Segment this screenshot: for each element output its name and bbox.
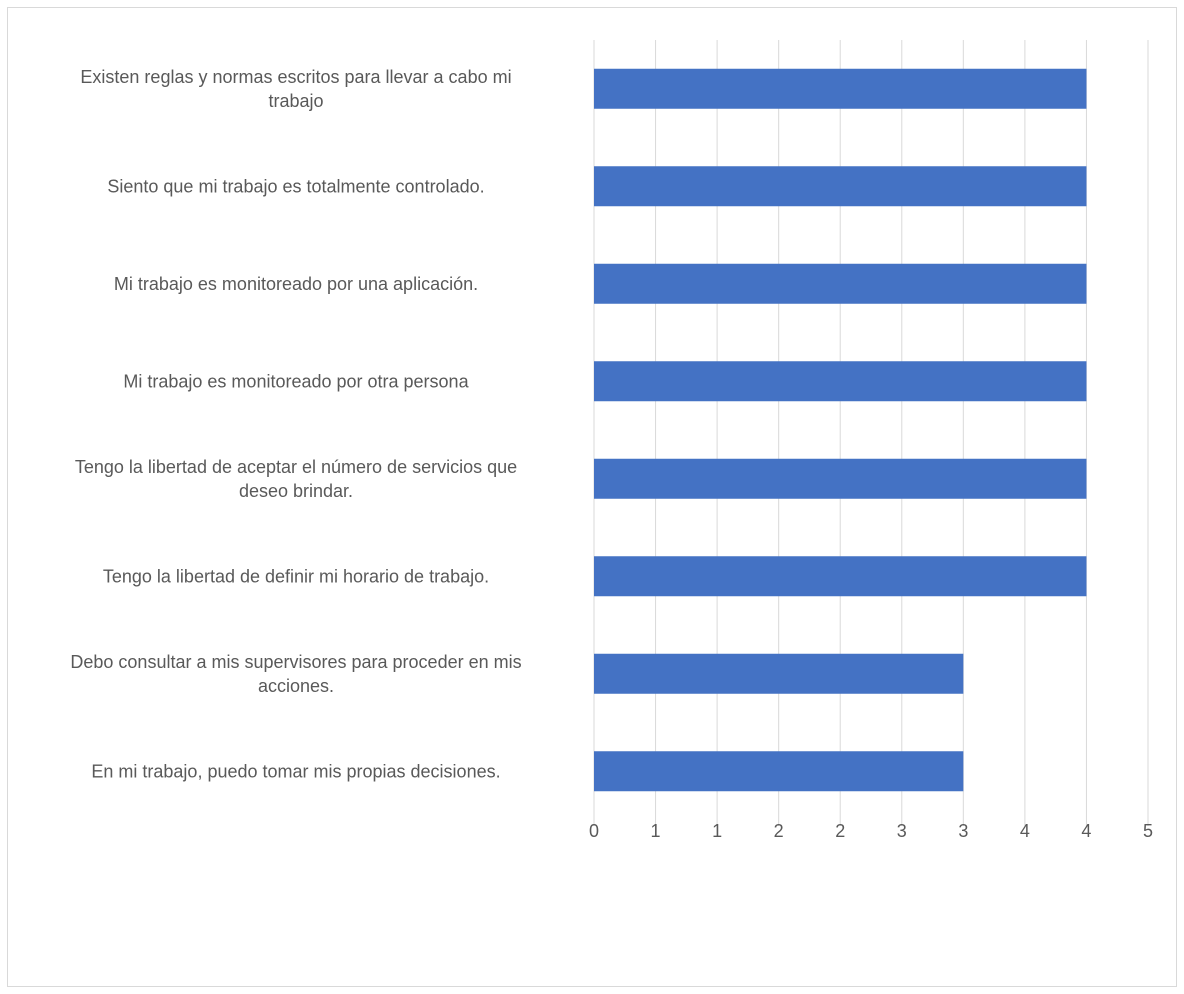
category-label-line: deseo brindar.	[239, 481, 353, 501]
category-label-line: acciones.	[258, 676, 334, 696]
bar	[594, 263, 1087, 304]
bar	[594, 166, 1087, 207]
bar	[594, 556, 1087, 597]
category-label: Mi trabajo es monitoreado por una aplica…	[114, 274, 478, 294]
bar	[594, 458, 1087, 499]
gridlines	[593, 40, 1149, 826]
x-tick-label: 2	[835, 821, 845, 841]
category-label: Tengo la libertad de aceptar el número d…	[75, 457, 517, 501]
category-label: Debo consultar a mis supervisores para p…	[70, 652, 521, 696]
bar	[594, 361, 1087, 402]
x-axis-tick-labels: 0 1 1 2 2 3 3 4 4 5	[589, 821, 1153, 841]
category-label: Tengo la libertad de definir mi horario …	[103, 566, 489, 586]
category-label-line: En mi trabajo, puedo tomar mis propias d…	[91, 761, 500, 781]
x-tick-label: 0	[589, 821, 599, 841]
category-labels: Existen reglas y normas escritos para ll…	[70, 67, 521, 782]
bar	[594, 751, 964, 792]
category-label-line: Existen reglas y normas escritos para ll…	[80, 67, 511, 87]
x-tick-label: 4	[1020, 821, 1030, 841]
bars	[594, 68, 1087, 792]
category-label-line: Mi trabajo es monitoreado por otra perso…	[123, 371, 469, 391]
x-tick-label: 3	[958, 821, 968, 841]
x-tick-label: 5	[1143, 821, 1153, 841]
category-label-line: Tengo la libertad de definir mi horario …	[103, 566, 489, 586]
bar	[594, 68, 1087, 109]
category-label-line: trabajo	[268, 91, 323, 111]
category-label-line: Tengo la libertad de aceptar el número d…	[75, 457, 517, 477]
category-label: Siento que mi trabajo es totalmente cont…	[107, 176, 484, 196]
x-tick-label: 4	[1081, 821, 1091, 841]
x-tick-label: 2	[774, 821, 784, 841]
category-label: Mi trabajo es monitoreado por otra perso…	[123, 371, 469, 391]
category-label-line: Mi trabajo es monitoreado por una aplica…	[114, 274, 478, 294]
x-tick-label: 1	[651, 821, 661, 841]
category-label: Existen reglas y normas escritos para ll…	[80, 67, 511, 111]
category-label: En mi trabajo, puedo tomar mis propias d…	[91, 761, 500, 781]
category-label-line: Siento que mi trabajo es totalmente cont…	[107, 176, 484, 196]
category-label-line: Debo consultar a mis supervisores para p…	[70, 652, 521, 672]
x-tick-label: 1	[712, 821, 722, 841]
bar	[594, 653, 964, 694]
x-tick-label: 3	[897, 821, 907, 841]
